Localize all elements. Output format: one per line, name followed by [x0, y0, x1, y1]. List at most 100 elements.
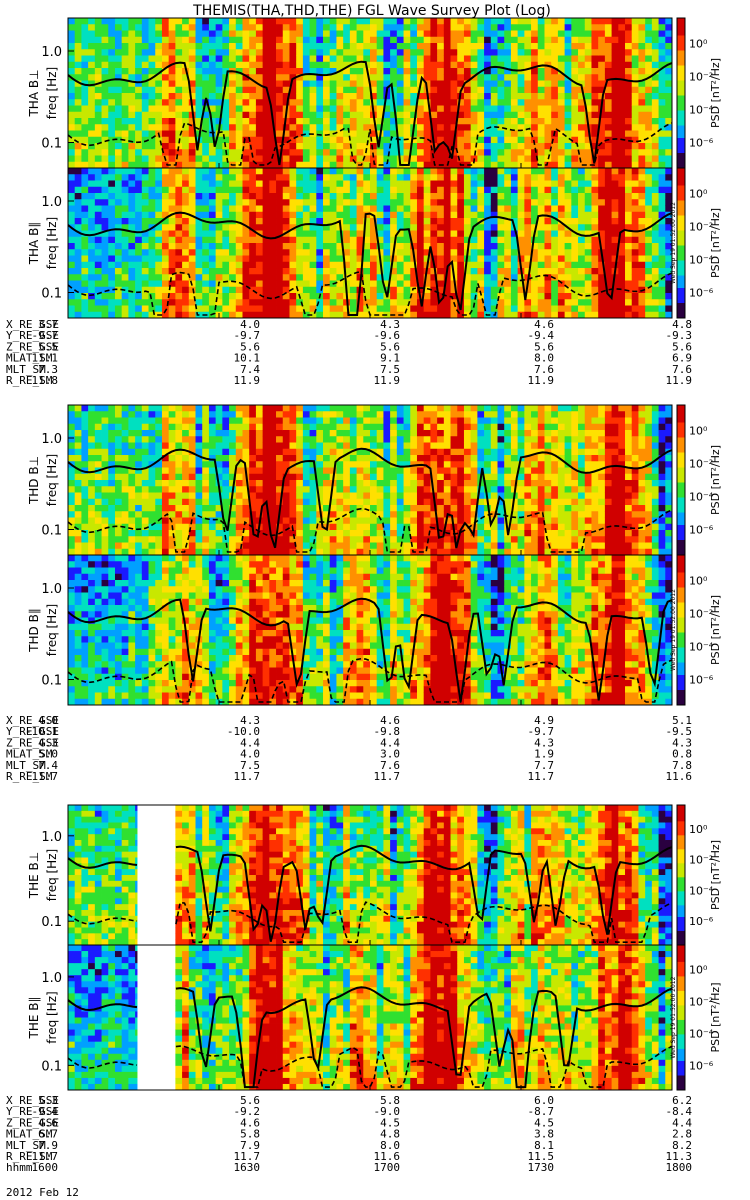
spectrogram-cell [658, 224, 666, 231]
spectrogram-cell [631, 36, 639, 44]
spectrogram-cell [101, 130, 109, 138]
spectrogram-cell [477, 80, 485, 88]
spectrogram-cell [262, 174, 270, 181]
spectrogram-cell [161, 486, 170, 493]
spectrogram-cell [544, 55, 552, 63]
spectrogram-cell [114, 68, 123, 75]
spectrogram-cell [188, 530, 196, 537]
spectrogram-cell [557, 24, 566, 31]
spectrogram-cell [195, 168, 203, 175]
spectrogram-cell [349, 230, 357, 238]
spectrogram-cell [323, 236, 331, 244]
spectrogram-cell [269, 130, 277, 138]
spectrogram-cell [390, 61, 398, 69]
spectrogram-cell [524, 211, 532, 219]
spectrogram-cell [416, 311, 425, 319]
spectrogram-cell [564, 280, 572, 288]
spectrogram-cell [128, 486, 136, 493]
spectrogram-cell [208, 411, 217, 418]
spectrogram-cell [416, 30, 425, 38]
spectrogram-cell [450, 186, 458, 194]
spectrogram-cell [591, 86, 599, 94]
spectrogram-cell [68, 505, 76, 512]
spectrogram-cell [141, 43, 149, 50]
spectrogram-cell [141, 118, 149, 125]
spectrogram-cell [128, 299, 136, 306]
spectrogram-cell [215, 49, 223, 56]
spectrogram-cell [108, 442, 116, 450]
spectrogram-cell [450, 86, 458, 94]
spectrogram-cell [88, 268, 96, 275]
spectrogram-cell [161, 143, 170, 150]
spectrogram-cell [135, 486, 143, 493]
spectrogram-cell [638, 99, 646, 106]
spectrogram-cell [269, 174, 277, 181]
spectrogram-cell [396, 124, 404, 131]
spectrogram-cell [349, 205, 357, 213]
spectrogram-cell [316, 180, 324, 188]
spectrogram-cell [74, 161, 82, 169]
spectrogram-cell [74, 486, 82, 493]
spectrogram-cell [215, 74, 223, 81]
spectrogram-cell [638, 43, 646, 50]
spectrogram-cell [477, 118, 485, 125]
spectrogram-cell [148, 417, 156, 425]
spectrogram-cell [564, 268, 572, 275]
spectrogram-cell [316, 143, 324, 150]
spectrogram-cell [665, 224, 673, 231]
spectrogram-cell [618, 224, 626, 231]
spectrogram-cell [363, 43, 371, 50]
spectrogram-cell [121, 68, 129, 75]
spectrogram-cell [524, 136, 532, 144]
spectrogram-cell [477, 224, 485, 231]
spectrogram-cell [490, 261, 498, 269]
spectrogram-cell [88, 49, 96, 56]
spectrogram-cell [141, 155, 149, 163]
spectrogram-cell [88, 498, 96, 506]
spectrogram-cell [517, 111, 525, 119]
spectrogram-cell [363, 105, 371, 113]
spectrogram-cell [188, 430, 196, 437]
spectrogram-cell [81, 49, 89, 56]
spectrogram-cell [74, 168, 82, 175]
spectrogram-cell [81, 530, 89, 537]
spectrogram-cell [135, 174, 143, 181]
spectrogram-cell [665, 143, 673, 150]
spectrogram-cell [242, 99, 250, 106]
spectrogram-cell [155, 174, 163, 181]
spectrogram-cell [477, 236, 485, 244]
spectrogram-cell [504, 130, 512, 138]
spectrogram-cell [88, 548, 96, 556]
spectrogram-cell [155, 523, 163, 531]
spectrogram-cell [531, 24, 539, 31]
spectrogram-cell [101, 49, 109, 56]
spectrogram-cell [88, 280, 96, 288]
spectrogram-cell [141, 199, 149, 206]
spectrogram-cell [94, 261, 102, 269]
spectrogram-cell [229, 286, 237, 294]
spectrogram-cell [88, 405, 96, 412]
spectrogram-cell [94, 55, 102, 63]
spectrogram-cell [188, 199, 196, 206]
spectrogram-cell [282, 205, 290, 213]
spectrogram-cell [665, 268, 673, 275]
spectrogram-cell [370, 205, 378, 213]
spectrogram-cell [229, 30, 237, 38]
spectrogram-cell [551, 243, 559, 250]
spectrogram-cell [155, 411, 163, 418]
spectrogram-cell [114, 161, 123, 169]
spectrogram-cell [403, 230, 411, 238]
spectrogram-cell [188, 218, 196, 225]
spectrogram-cell [403, 124, 411, 131]
spectrogram-cell [618, 211, 626, 219]
spectrogram-cell [182, 161, 190, 169]
spectrogram-cell [598, 24, 606, 31]
spectrogram-cell [349, 24, 357, 31]
spectrogram-cell [477, 193, 485, 200]
spectrogram-cell [161, 61, 170, 69]
spectrogram-cell [457, 136, 465, 144]
spectrogram-cell [195, 74, 203, 81]
spectrogram-cell [155, 105, 163, 113]
spectrogram-cell [651, 274, 659, 281]
spectrogram-cell [182, 255, 190, 263]
